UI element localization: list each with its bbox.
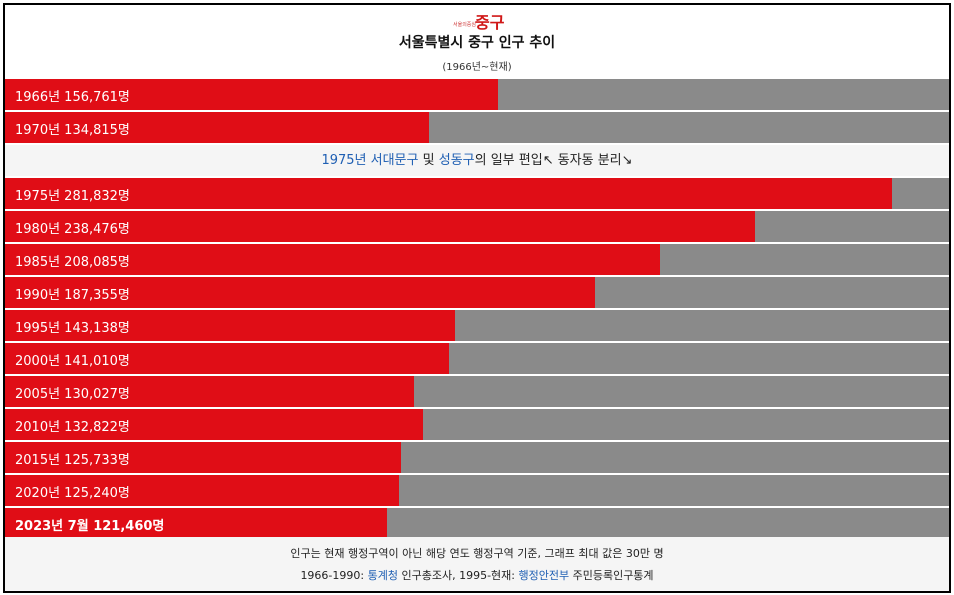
note-and: 및 (422, 153, 435, 168)
row-divider (5, 441, 949, 442)
bar-label: 1980년 238,476명 (15, 222, 130, 237)
bar-row: 2000년 141,010명 (5, 343, 949, 374)
bar-label: 2020년 125,240명 (15, 486, 130, 501)
bar-row: 1990년 187,355명 (5, 277, 949, 308)
source-resident-stats: 주민등록인구통계 (569, 569, 654, 582)
bar (5, 376, 414, 407)
row-divider (5, 210, 949, 211)
svg-text:서울의중심: 서울의중심 (453, 21, 476, 28)
bar-label: 1970년 134,815명 (15, 123, 130, 138)
bar-row: 1985년 208,085명 (5, 244, 949, 275)
bar-row: 1995년 143,138명 (5, 310, 949, 341)
bar-label: 2015년 125,733명 (15, 453, 130, 468)
chart-footer: 인구는 현재 행정구역이 아닌 해당 연도 행정구역 기준, 그래프 최대 값은… (5, 537, 949, 591)
bar-row: 2020년 125,240명 (5, 475, 949, 506)
bar-label: 2023년 7월 121,460명 (15, 519, 165, 534)
jung-gu-logo: 서울의중심 중구 (453, 13, 505, 32)
row-divider (5, 408, 949, 409)
bar (5, 277, 595, 308)
bar (5, 244, 660, 275)
bar-label: 1990년 187,355명 (15, 288, 130, 303)
row-divider (5, 243, 949, 244)
bar-label: 2005년 130,027명 (15, 387, 130, 402)
bar (5, 409, 423, 440)
bar-label: 1995년 143,138명 (15, 321, 130, 336)
seodaemun-gu-link[interactable]: 서대문구 (370, 153, 419, 168)
statistics-korea-link[interactable]: 통계청 (367, 569, 398, 582)
bar-row: 2015년 125,733명 (5, 442, 949, 473)
bar-label: 1975년 281,832명 (15, 189, 130, 204)
row-divider (5, 276, 949, 277)
chart-title: 서울특별시 중구 인구 추이 (398, 35, 556, 51)
row-divider (5, 111, 949, 112)
bar-row: 1975년 281,832명 (5, 178, 949, 209)
row-divider (5, 375, 949, 376)
note-rest: 의 일부 편입↖ 동자동 분리↘ (474, 153, 633, 168)
population-chart-frame: 서울의중심 중구 서울특별시 중구 인구 추이 (1966년~현재) 1966년… (3, 3, 951, 593)
bar-row: 1970년 134,815명 (5, 112, 949, 143)
bar-row: 1966년 156,761명 (5, 79, 949, 110)
svg-text:중구: 중구 (475, 13, 505, 32)
row-divider (5, 474, 949, 475)
bar (5, 79, 498, 110)
bar (5, 178, 892, 209)
bar-label: 1985년 208,085명 (15, 255, 130, 270)
chart-header: 서울의중심 중구 서울특별시 중구 인구 추이 (1966년~현재) (5, 5, 949, 79)
row-divider (5, 342, 949, 343)
source-period-2: 인구총조사, 1995-현재: (397, 569, 519, 582)
bar (5, 310, 455, 341)
bar (5, 508, 387, 539)
bar-row: 2023년 7월 121,460명 (5, 508, 949, 539)
bar-row: 2005년 130,027명 (5, 376, 949, 407)
source-period-1: 1966-1990: (300, 569, 368, 582)
bar (5, 475, 399, 506)
bar (5, 211, 755, 242)
footer-sources: 1966-1990: 통계청 인구총조사, 1995-현재: 행정안전부 주민등… (5, 567, 949, 583)
bar (5, 343, 449, 374)
note-year-link[interactable]: 1975년 (321, 153, 367, 168)
ministry-interior-link[interactable]: 행정안전부 (518, 569, 570, 582)
bar-label: 2010년 132,822명 (15, 420, 130, 435)
bar (5, 112, 429, 143)
bar (5, 442, 401, 473)
bar-label: 1966년 156,761명 (15, 90, 130, 105)
row-divider (5, 309, 949, 310)
boundary-change-note: 1975년 서대문구 및 성동구의 일부 편입↖ 동자동 분리↘ (5, 145, 949, 176)
seongdong-gu-link[interactable]: 성동구 (438, 153, 475, 168)
bar-label: 2000년 141,010명 (15, 354, 130, 369)
bar-row: 2010년 132,822명 (5, 409, 949, 440)
row-divider (5, 507, 949, 508)
bar-row: 1980년 238,476명 (5, 211, 949, 242)
chart-subtitle: (1966년~현재) (442, 62, 512, 73)
footer-note: 인구는 현재 행정구역이 아닌 해당 연도 행정구역 기준, 그래프 최대 값은… (290, 547, 664, 560)
